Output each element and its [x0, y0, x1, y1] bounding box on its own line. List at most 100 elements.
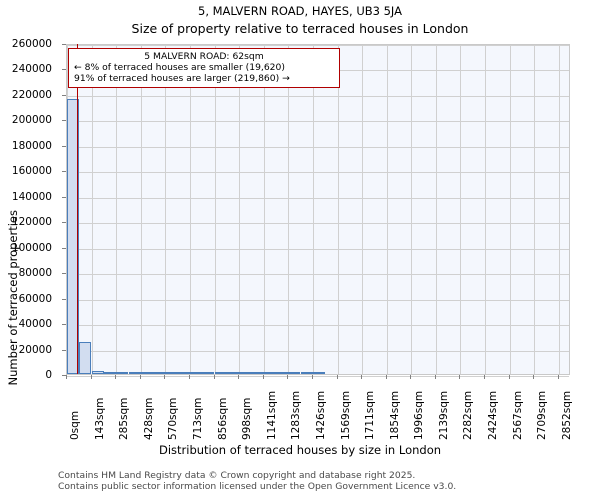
- y-tick-label: 120000: [11, 216, 52, 229]
- bar-series: [67, 45, 569, 374]
- x-tick-mark: [336, 375, 338, 379]
- y-tick-mark: [62, 94, 66, 96]
- gridline-horizontal: [67, 45, 569, 46]
- x-tick-mark: [139, 375, 141, 379]
- bar: [202, 372, 215, 374]
- bar: [312, 372, 326, 374]
- x-tick-label: 1996sqm: [413, 390, 426, 440]
- gridline-horizontal: [67, 95, 569, 97]
- y-tick-label: 20000: [18, 343, 52, 356]
- gridline-vertical: [214, 45, 216, 374]
- x-tick-mark: [115, 375, 117, 379]
- annotation-callout: 5 MALVERN ROAD: 62sqm ← 8% of terraced h…: [68, 48, 340, 88]
- x-tick-mark: [90, 375, 92, 379]
- x-axis-title: Distribution of terraced houses by size …: [158, 443, 442, 457]
- footer-line-1: Contains HM Land Registry data © Crown c…: [58, 470, 416, 481]
- gridline-vertical: [140, 45, 142, 374]
- x-tick-mark: [483, 375, 485, 379]
- gridline-horizontal: [67, 146, 569, 148]
- x-tick-mark: [361, 375, 363, 379]
- x-tick-label: 856sqm: [216, 397, 229, 440]
- y-axis-title: Number of terraced properties: [6, 210, 20, 386]
- x-tick-label: 1854sqm: [388, 390, 401, 440]
- y-tick-mark: [62, 247, 66, 249]
- bar: [91, 371, 104, 374]
- x-tick-mark: [459, 375, 461, 379]
- x-tick-label: 428sqm: [142, 397, 155, 440]
- page-title: 5, MALVERN ROAD, HAYES, UB3 5JA: [198, 4, 402, 18]
- y-tick-label: 0: [45, 369, 52, 381]
- y-tick-mark: [62, 69, 66, 71]
- gridline-vertical: [411, 45, 413, 374]
- y-tick-label: 100000: [11, 241, 52, 254]
- y-tick-label: 200000: [11, 114, 52, 127]
- y-tick-mark: [62, 120, 66, 122]
- x-tick-label: 2424sqm: [486, 390, 499, 440]
- gridline-vertical: [263, 45, 265, 374]
- y-tick-label: 80000: [18, 267, 52, 280]
- gridline-horizontal: [67, 121, 569, 123]
- x-tick-mark: [262, 375, 264, 379]
- y-tick-mark: [62, 171, 66, 173]
- y-tick-mark: [62, 375, 66, 376]
- x-tick-label: 1569sqm: [339, 390, 352, 440]
- bar: [165, 372, 178, 374]
- bar: [153, 372, 166, 374]
- bar: [189, 372, 203, 374]
- footer-attribution: Contains HM Land Registry data © Crown c…: [58, 470, 456, 492]
- x-tick-label: 1426sqm: [314, 390, 327, 440]
- footer-line-2: Contains public sector information licen…: [58, 481, 457, 492]
- x-tick-label: 285sqm: [118, 397, 131, 440]
- x-tick-mark: [311, 375, 313, 379]
- gridline-vertical: [534, 45, 536, 374]
- x-tick-label: 143sqm: [93, 397, 106, 440]
- y-tick-mark: [62, 298, 66, 300]
- plot-area: [66, 44, 570, 377]
- y-tick-mark: [62, 324, 66, 326]
- gridline-vertical: [337, 45, 339, 374]
- y-tick-label: 240000: [11, 63, 52, 76]
- x-tick-label: 1141sqm: [265, 390, 278, 440]
- bar: [140, 372, 154, 374]
- x-tick-mark: [213, 375, 215, 379]
- bar: [275, 372, 289, 374]
- x-tick-label: 570sqm: [167, 397, 180, 440]
- x-tick-mark: [533, 375, 535, 379]
- chart-subtitle: Size of property relative to terraced ho…: [131, 21, 469, 36]
- gridline-vertical: [312, 45, 314, 374]
- y-tick-mark: [62, 44, 66, 45]
- gridline-horizontal: [67, 223, 569, 225]
- title-block: 5, MALVERN ROAD, HAYES, UB3 5JA Size of …: [0, 0, 600, 37]
- y-tick-label: 220000: [11, 88, 52, 101]
- y-axis-title-holder: Number of terraced properties: [6, 210, 20, 386]
- bar: [67, 99, 80, 374]
- x-tick-mark: [188, 375, 190, 379]
- property-marker-line: [76, 44, 79, 374]
- bar: [288, 372, 301, 374]
- gridline-vertical: [189, 45, 191, 374]
- bar: [103, 372, 117, 374]
- gridline-vertical: [165, 45, 167, 374]
- gridline-horizontal: [67, 376, 569, 377]
- x-tick-mark: [287, 375, 289, 379]
- y-tick-mark: [62, 349, 66, 351]
- gridline-vertical: [386, 45, 388, 374]
- x-tick-label: 2709sqm: [536, 390, 549, 440]
- gridline-vertical: [239, 45, 241, 374]
- y-tick-label: 140000: [11, 190, 52, 203]
- bar: [116, 372, 129, 374]
- gridline-vertical: [362, 45, 364, 374]
- y-tick-label: 160000: [11, 165, 52, 178]
- x-tick-mark: [557, 375, 559, 379]
- annotation-line-1: 5 MALVERN ROAD: 62sqm: [144, 51, 264, 62]
- gridline-vertical: [116, 45, 118, 374]
- x-tick-mark: [385, 375, 387, 379]
- y-tick-mark: [62, 222, 66, 224]
- y-tick-mark: [62, 196, 66, 198]
- gridline-horizontal: [67, 248, 569, 250]
- bar: [239, 372, 252, 374]
- x-tick-label: 0sqm: [69, 410, 81, 440]
- x-tick-mark: [66, 375, 67, 379]
- gridline-vertical: [288, 45, 290, 374]
- gridline-vertical: [509, 45, 511, 374]
